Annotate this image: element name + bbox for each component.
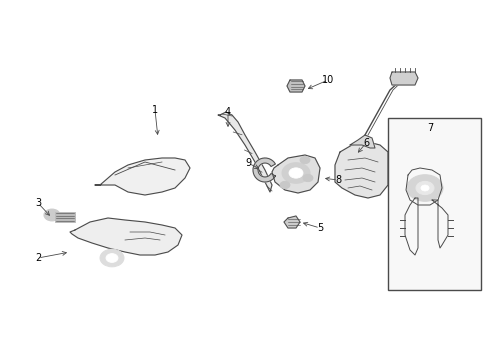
Text: 7: 7 bbox=[426, 123, 432, 133]
Text: 5: 5 bbox=[316, 223, 323, 233]
Circle shape bbox=[280, 181, 289, 189]
Text: 4: 4 bbox=[224, 107, 231, 117]
Circle shape bbox=[299, 156, 309, 164]
Polygon shape bbox=[252, 158, 275, 182]
Polygon shape bbox=[389, 72, 417, 85]
Text: 10: 10 bbox=[321, 75, 333, 85]
Polygon shape bbox=[334, 142, 387, 198]
Circle shape bbox=[106, 253, 118, 262]
Polygon shape bbox=[70, 218, 182, 255]
Polygon shape bbox=[349, 135, 374, 148]
Circle shape bbox=[282, 163, 309, 183]
Polygon shape bbox=[286, 80, 305, 92]
Polygon shape bbox=[95, 158, 190, 195]
Circle shape bbox=[303, 174, 312, 182]
Bar bbox=[387, 118, 480, 290]
Circle shape bbox=[100, 249, 124, 267]
Text: 6: 6 bbox=[362, 138, 368, 148]
Polygon shape bbox=[284, 216, 299, 228]
Text: 1: 1 bbox=[152, 105, 158, 115]
Circle shape bbox=[420, 185, 428, 191]
Bar bbox=[55, 212, 75, 222]
Text: 2: 2 bbox=[35, 253, 41, 263]
Polygon shape bbox=[218, 112, 271, 192]
Circle shape bbox=[44, 209, 60, 221]
Polygon shape bbox=[271, 155, 319, 193]
Circle shape bbox=[406, 175, 442, 201]
Text: 9: 9 bbox=[244, 158, 250, 168]
Text: 8: 8 bbox=[334, 175, 340, 185]
Circle shape bbox=[415, 181, 433, 195]
Text: 3: 3 bbox=[35, 198, 41, 208]
Circle shape bbox=[288, 168, 303, 178]
